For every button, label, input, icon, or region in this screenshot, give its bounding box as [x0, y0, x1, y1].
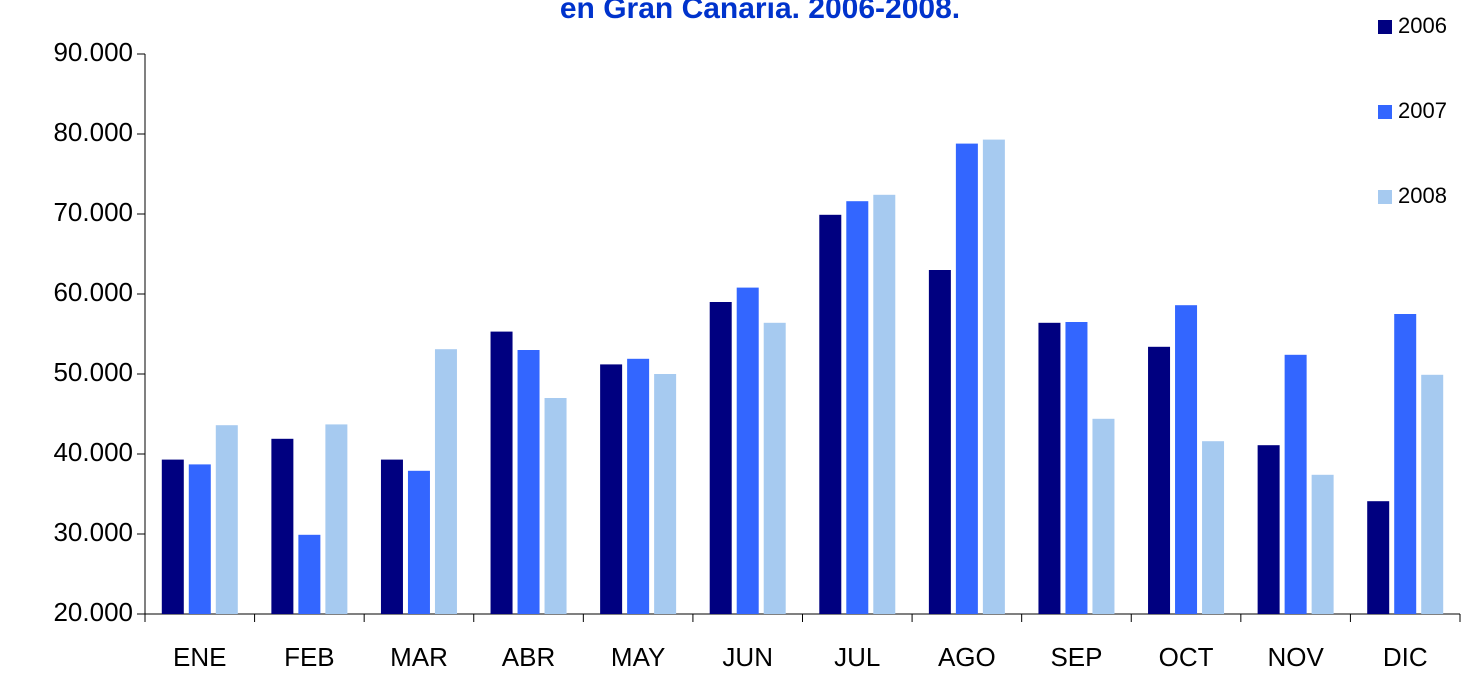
bar — [380, 459, 403, 614]
bar — [1394, 314, 1417, 614]
x-tick-label: JUN — [722, 642, 773, 672]
bar — [1257, 445, 1280, 614]
bar — [1038, 322, 1061, 614]
bar — [1065, 322, 1088, 614]
bar — [819, 214, 842, 615]
bar — [215, 425, 238, 614]
bar — [434, 349, 457, 614]
bar — [1148, 346, 1171, 614]
bar — [1284, 354, 1307, 614]
chart-title: en Gran Canaria. 2006-2008. — [560, 0, 960, 25]
y-tick-label: 70.000 — [53, 197, 133, 227]
y-tick-label: 60.000 — [53, 277, 133, 307]
legend-swatch — [1378, 105, 1392, 119]
bar — [654, 374, 677, 614]
bar — [544, 398, 567, 614]
y-tick-label: 20.000 — [53, 597, 133, 627]
bar — [161, 459, 184, 614]
bar — [1092, 418, 1115, 614]
legend-swatch — [1378, 20, 1392, 34]
y-tick-label: 30.000 — [53, 517, 133, 547]
bar — [627, 358, 650, 614]
bar — [325, 424, 348, 614]
x-tick-label: NOV — [1267, 642, 1324, 672]
y-tick-label: 40.000 — [53, 437, 133, 467]
bar — [517, 350, 540, 614]
legend-label: 2008 — [1398, 183, 1447, 208]
x-tick-label: ENE — [173, 642, 226, 672]
legend-label: 2006 — [1398, 13, 1447, 38]
bar — [407, 470, 430, 614]
bar — [271, 438, 294, 614]
y-tick-label: 90.000 — [53, 37, 133, 67]
y-tick-label: 80.000 — [53, 117, 133, 147]
bar — [600, 364, 623, 614]
x-tick-label: FEB — [284, 642, 335, 672]
x-tick-label: MAY — [611, 642, 665, 672]
legend-label: 2007 — [1398, 98, 1447, 123]
x-tick-label: SEP — [1050, 642, 1102, 672]
bar — [1202, 441, 1225, 614]
bar — [1175, 305, 1198, 614]
bar — [1367, 501, 1390, 614]
x-tick-label: JUL — [834, 642, 880, 672]
bar — [763, 322, 786, 614]
bar — [982, 139, 1005, 614]
bar — [736, 287, 759, 614]
bar — [188, 464, 211, 614]
x-tick-label: OCT — [1159, 642, 1214, 672]
x-tick-label: ABR — [502, 642, 555, 672]
bar — [955, 143, 978, 614]
bar — [298, 534, 321, 614]
x-tick-label: MAR — [390, 642, 448, 672]
y-tick-label: 50.000 — [53, 357, 133, 387]
bar — [928, 270, 951, 614]
x-tick-label: DIC — [1383, 642, 1428, 672]
bar — [709, 302, 732, 614]
bar — [873, 194, 896, 615]
legend-swatch — [1378, 190, 1392, 204]
bar — [1311, 474, 1334, 614]
x-tick-label: AGO — [938, 642, 996, 672]
bar — [490, 331, 513, 614]
bar — [1421, 374, 1444, 614]
bar — [846, 201, 869, 614]
